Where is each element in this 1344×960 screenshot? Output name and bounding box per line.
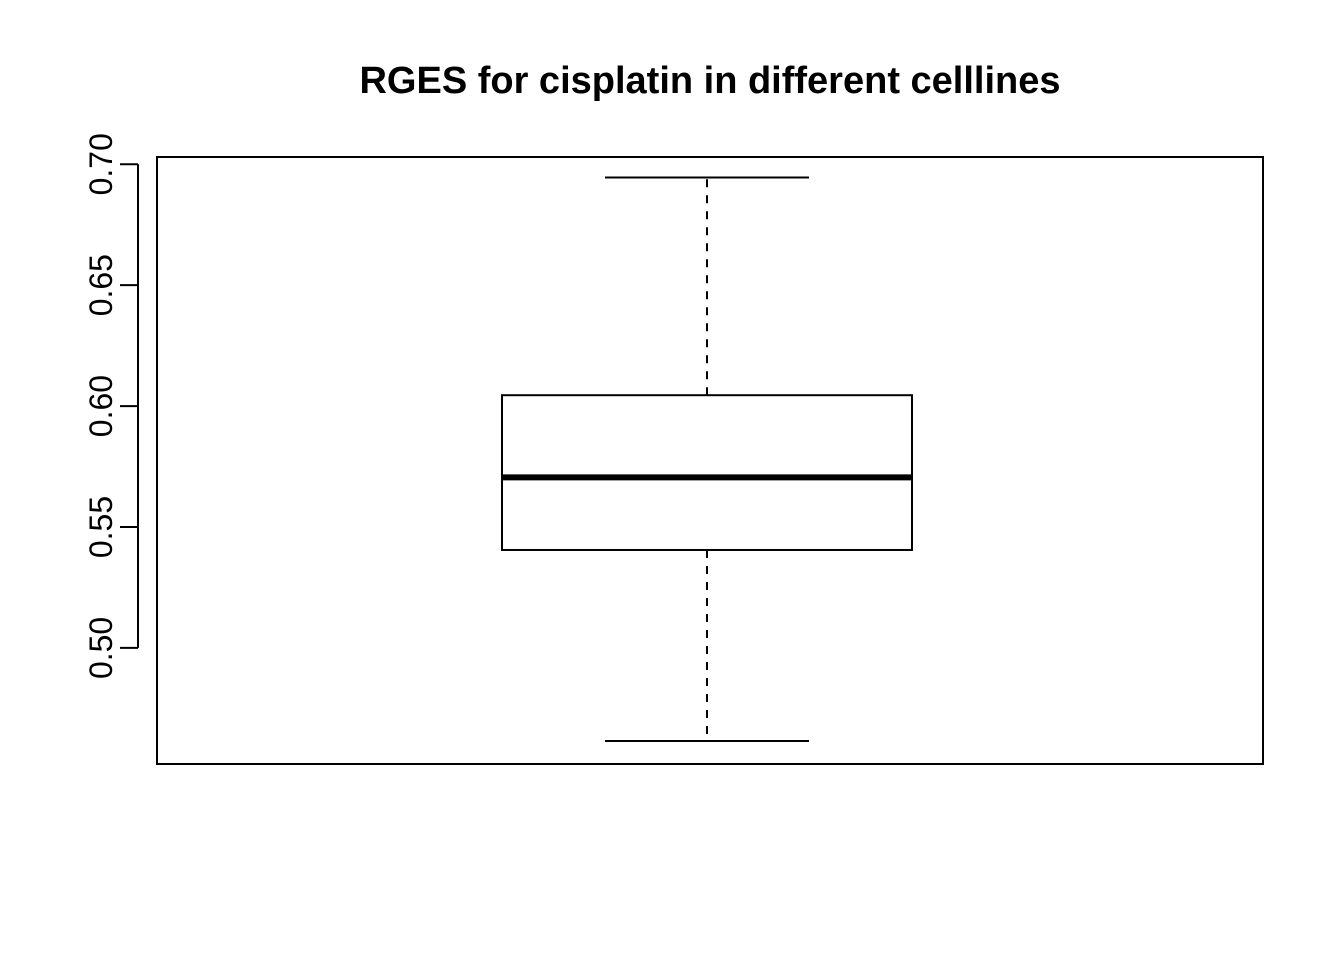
y-tick-label: 0.70 [83,133,119,195]
y-tick-label: 0.55 [83,496,119,558]
iqr-box [501,394,913,551]
y-tick-label: 0.50 [83,617,119,679]
chart-title: RGES for cisplatin in different cellline… [359,60,1060,102]
y-tick-label: 0.60 [83,375,119,437]
plot-frame [156,156,1264,765]
y-tick-label: 0.65 [83,254,119,316]
boxes [501,176,913,743]
y-axis: 0.50 0.55 0.60 0.65 0.70 [83,133,139,679]
